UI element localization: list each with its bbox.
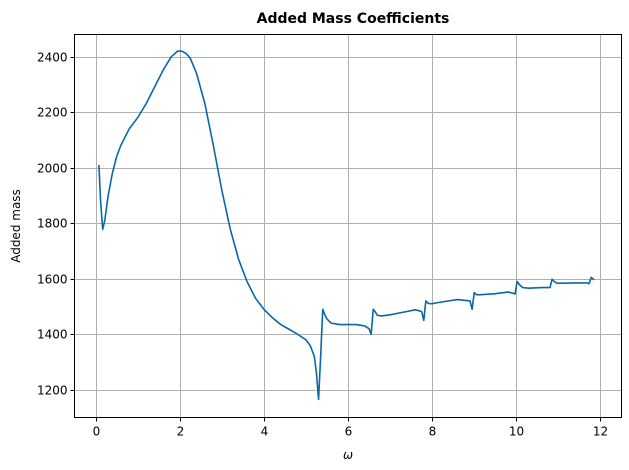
y-tick-label: 1600 (37, 273, 68, 287)
x-tick-label: 10 (509, 425, 524, 439)
series-layer (98, 50, 595, 401)
y-axis-label: Added mass (9, 189, 23, 263)
y-tick-label: 1200 (37, 384, 68, 398)
y-tick-label: 2400 (37, 51, 68, 65)
y-tick-label: 2200 (37, 106, 68, 120)
x-tick-label: 0 (93, 425, 101, 439)
x-tick-label: 2 (177, 425, 185, 439)
y-tick-label: 1800 (37, 217, 68, 231)
ticks: 0 2 4 6 8 10 12 1200 1400 1600 1800 2000 2200 2400 (37, 51, 608, 439)
x-tick-label: 4 (261, 425, 269, 439)
added-mass-line (98, 50, 595, 401)
x-tick-label: 6 (345, 425, 353, 439)
chart-title: Added Mass Coefficients (257, 11, 450, 27)
x-tick-label: 8 (429, 425, 437, 439)
grid (74, 34, 622, 418)
y-tick-label: 1400 (37, 328, 68, 342)
x-tick-label: 12 (593, 425, 608, 439)
y-tick-label: 2000 (37, 162, 68, 176)
x-axis-label: ω (343, 448, 353, 462)
